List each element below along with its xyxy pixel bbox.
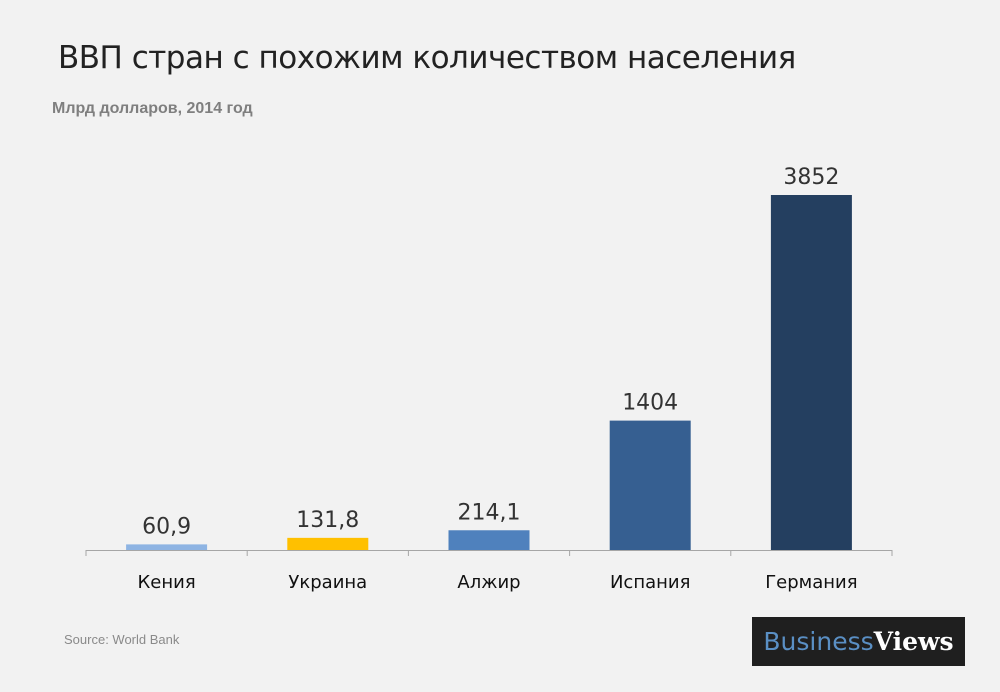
bar-4 xyxy=(770,195,852,550)
businessviews-logo: Business Views xyxy=(752,617,965,666)
data-label: 60,9 xyxy=(142,514,191,539)
category-label: Украина xyxy=(288,572,367,593)
chart-subtitle: Млрд долларов, 2014 год xyxy=(52,100,253,117)
category-label: Германия xyxy=(765,572,857,593)
data-label: 3852 xyxy=(783,165,839,190)
data-label: 1404 xyxy=(622,391,678,416)
category-label: Алжир xyxy=(457,572,520,593)
data-label: 214,1 xyxy=(458,500,521,525)
category-label: Кения xyxy=(138,572,196,593)
chart-title: ВВП стран с похожим количеством населени… xyxy=(58,40,796,76)
logo-part1: Business xyxy=(763,627,874,656)
bar-3 xyxy=(609,420,691,550)
bar-1 xyxy=(287,537,369,550)
bar-2 xyxy=(448,530,530,550)
bar-0 xyxy=(126,544,208,550)
logo-part2: Views xyxy=(873,627,954,656)
source-note: Source: World Bank xyxy=(64,632,180,647)
category-label: Испания xyxy=(610,572,690,593)
data-label: 131,8 xyxy=(296,508,359,533)
